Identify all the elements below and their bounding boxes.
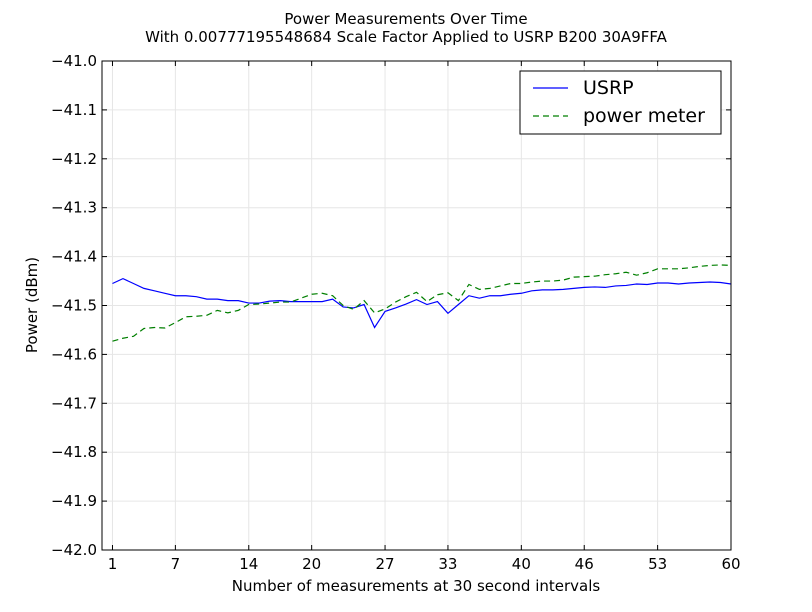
legend-label-power-meter: power meter [583,105,705,127]
series-line-power-meter [112,264,732,342]
legend-label-usrp: USRP [583,77,634,99]
x-axis-label: Number of measurements at 30 second inte… [232,577,601,595]
x-tick-label: 20 [302,555,321,573]
x-tick-label: 46 [575,555,594,573]
series-group [112,264,732,342]
y-tick-label: −41.6 [51,345,97,363]
y-tick-label: −41.2 [51,150,97,168]
x-tick-labels: 1 7 14 20 27 33 40 46 53 60 [108,555,741,573]
x-tick-label: 1 [108,555,118,573]
x-tick-label: 60 [721,555,740,573]
plot-frame [101,60,732,551]
chart-title: Power Measurements Over Time [284,10,527,28]
y-axis-label: Power (dBm) [23,257,41,353]
y-tick-label: −41.4 [51,248,97,266]
y-tick-label: −41.5 [51,297,97,315]
x-tick-label: 14 [239,555,258,573]
y-tick-label: −41.7 [51,394,97,412]
y-tick-label: −41.0 [51,52,97,70]
legend-box [519,70,722,135]
y-tick-label: −41.1 [51,101,97,119]
y-tick-label: −41.3 [51,199,97,217]
series-line-usrp [112,277,732,329]
y-tick-label: −42.0 [51,541,97,559]
y-tick-labels: −41.0 −41.1 −41.2 −41.3 −41.4 −41.5 −41.6 −41.7… [51,52,97,559]
legend: USRP power meter [519,70,722,135]
x-tick-label: 7 [171,555,181,573]
x-tick-label: 40 [512,555,531,573]
y-tick-label: −41.8 [51,443,97,461]
y-tick-label: −41.9 [51,492,97,510]
x-tick-label: 33 [438,555,457,573]
chart-subtitle: With 0.00777195548684 Scale Factor Appli… [145,28,668,46]
x-tick-label: 27 [376,555,395,573]
x-tick-label: 53 [648,555,667,573]
